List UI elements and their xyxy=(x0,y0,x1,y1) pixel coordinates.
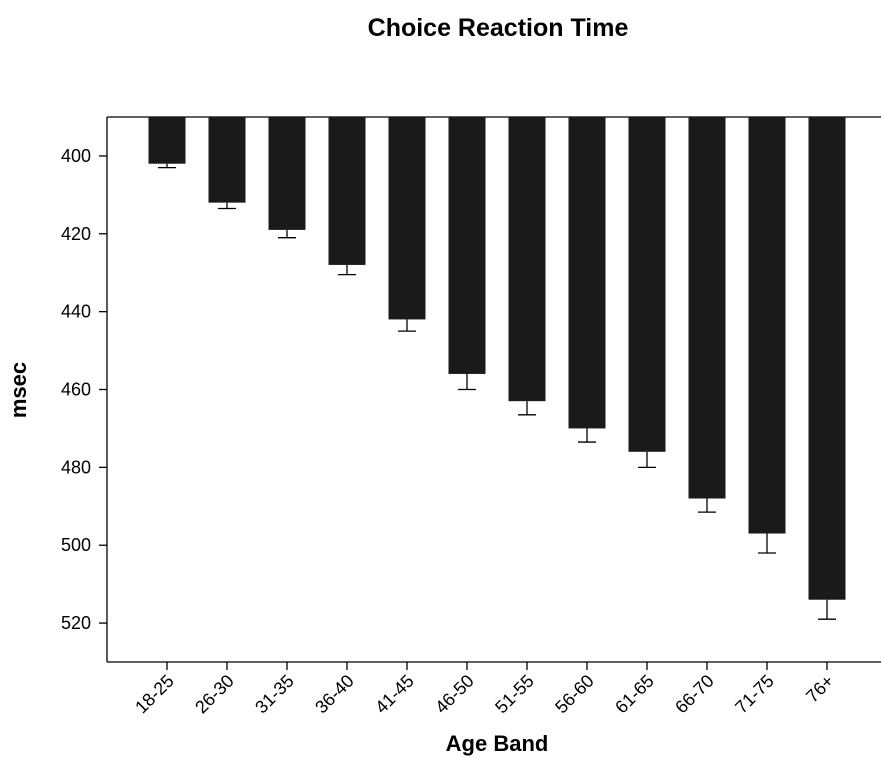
x-tick-label: 31-35 xyxy=(251,671,298,718)
y-tick-label: 520 xyxy=(61,613,91,633)
bar-66-70 xyxy=(688,117,726,499)
y-tick-label: 480 xyxy=(61,457,91,477)
x-tick-label: 76+ xyxy=(802,671,838,707)
x-tick-label: 46-50 xyxy=(431,671,478,718)
bar-26-30 xyxy=(208,117,246,203)
x-tick-label: 56-60 xyxy=(551,671,598,718)
x-tick-label: 51-55 xyxy=(491,671,538,718)
bar-51-55 xyxy=(508,117,546,402)
bar-71-75 xyxy=(748,117,786,534)
plot-area: 400 420 440 460 480 500 520 18-25 26-30 31-35 36-4… xyxy=(61,116,881,718)
bar-36-40 xyxy=(328,117,366,265)
bar-31-35 xyxy=(268,117,306,230)
x-tick-label: 36-40 xyxy=(311,671,358,718)
x-axis-title: Age Band xyxy=(446,731,549,756)
x-tick-label: 18-25 xyxy=(131,671,178,718)
bar-76+ xyxy=(808,117,846,600)
x-tick-label: 61-65 xyxy=(611,671,658,718)
y-axis-title: msec xyxy=(6,362,31,418)
x-tick-label: 26-30 xyxy=(191,671,238,718)
bar-18-25 xyxy=(148,117,186,164)
y-tick-label: 500 xyxy=(61,535,91,555)
y-tick-label: 400 xyxy=(61,146,91,166)
x-tick-label: 71-75 xyxy=(731,671,778,718)
chart-title: Choice Reaction Time xyxy=(368,14,629,42)
bar-41-45 xyxy=(388,117,426,320)
x-tick-label: 66-70 xyxy=(671,671,718,718)
bar-46-50 xyxy=(448,117,486,374)
y-tick-label: 460 xyxy=(61,380,91,400)
y-tick-label: 420 xyxy=(61,224,91,244)
bar-61-65 xyxy=(628,117,666,452)
y-tick-label: 440 xyxy=(61,302,91,322)
x-tick-label: 41-45 xyxy=(371,671,418,718)
bar-56-60 xyxy=(568,117,606,429)
